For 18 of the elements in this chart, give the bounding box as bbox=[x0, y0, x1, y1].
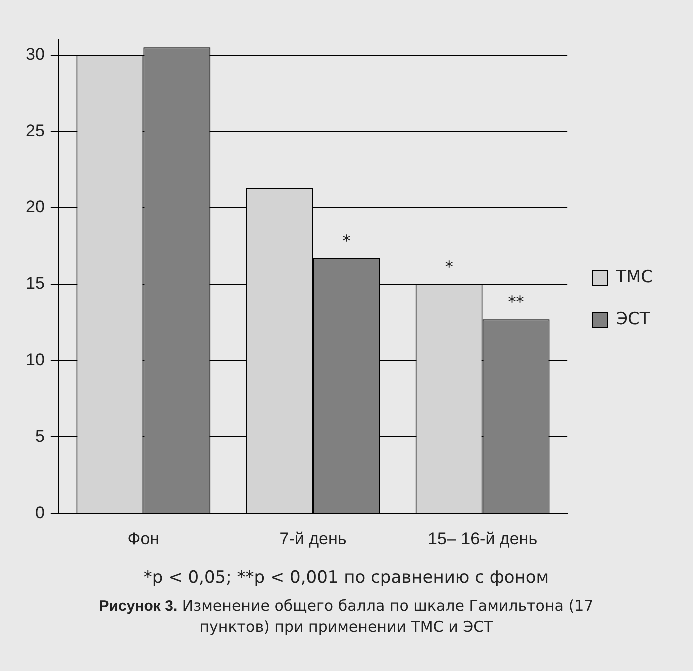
annotation: * bbox=[342, 232, 351, 251]
annotation: * bbox=[445, 258, 454, 277]
y-tick-label: 5 bbox=[35, 426, 45, 446]
text: *p < 0,05; **p < 0,001 по сравнению с фоном bbox=[142, 568, 550, 588]
y-tick-label: 10 bbox=[26, 350, 45, 370]
y-tick-label: 20 bbox=[26, 198, 45, 217]
x-tick-label: 7-й день bbox=[280, 529, 347, 548]
annotation: ** bbox=[508, 292, 524, 312]
legend-label: ТМС bbox=[615, 267, 653, 288]
legend-label: ЭСТ bbox=[616, 309, 651, 330]
text: Рисунок 3. bbox=[99, 598, 178, 615]
y-tick-label: 15 bbox=[26, 274, 45, 294]
y-tick-label: 30 bbox=[26, 44, 45, 64]
x-tick-label: 15– 16-й день bbox=[428, 529, 538, 548]
text: Изменение общего балла по шкале Гамильтона (17 пунктов) при применении ТМС и ЭСТ bbox=[182, 597, 594, 636]
x-tick-label: Фон bbox=[128, 529, 160, 548]
y-tick-label: 25 bbox=[26, 121, 45, 140]
y-tick-label: 0 bbox=[35, 503, 45, 522]
